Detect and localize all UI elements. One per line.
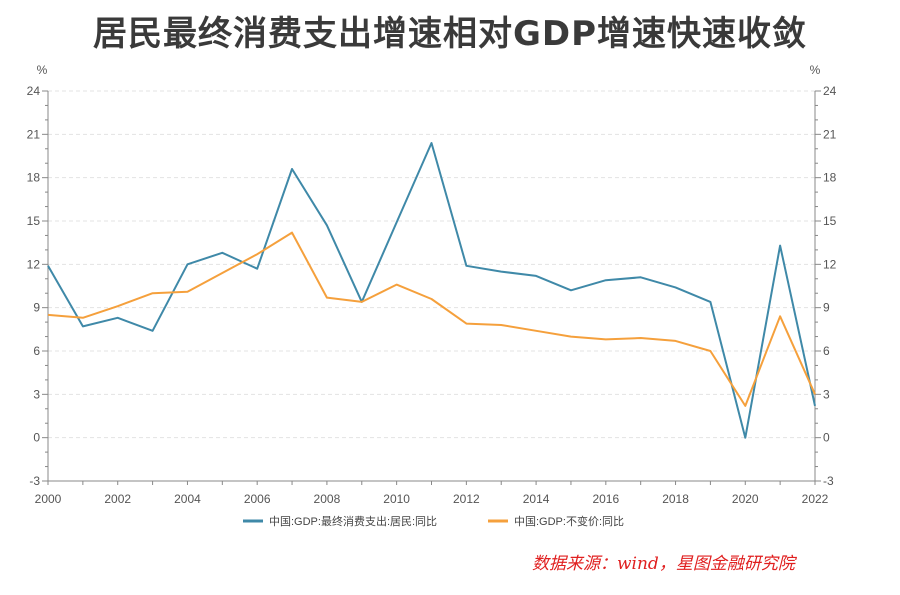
y-tick-label-left: 24 — [27, 84, 41, 98]
y-tick-label-left: -3 — [29, 474, 40, 488]
x-tick-label: 2008 — [314, 492, 341, 506]
x-tick-label: 2018 — [662, 492, 689, 506]
data-point — [431, 142, 433, 144]
data-point — [152, 330, 154, 332]
y-tick-label-right: 21 — [823, 127, 837, 141]
chart-title: 居民最终消费支出增速相对GDP增速快速收敛 — [92, 14, 808, 54]
y-tick-label-left: 6 — [33, 344, 40, 358]
x-tick-label: 2016 — [592, 492, 619, 506]
data-point — [152, 292, 154, 294]
y-tick-label-right: 18 — [823, 171, 837, 185]
y-tick-label-right: 12 — [823, 257, 837, 271]
y-tick-label-right: -3 — [823, 474, 834, 488]
data-point — [779, 315, 781, 317]
data-point — [814, 405, 816, 407]
x-tick-label: 2012 — [453, 492, 480, 506]
y-tick-label-left: 3 — [33, 387, 40, 401]
data-point — [256, 253, 258, 255]
data-point — [465, 265, 467, 267]
y-tick-label-right: 9 — [823, 301, 830, 315]
data-point — [396, 221, 398, 223]
legend-label-2: 中国:GDP:不变价:同比 — [514, 514, 624, 528]
data-point — [186, 263, 188, 265]
data-point — [47, 314, 49, 316]
data-point — [256, 268, 258, 270]
x-tick-label: 2002 — [104, 492, 131, 506]
y-tick-label-right: 0 — [823, 431, 830, 445]
y-tick-label-left: 15 — [27, 214, 41, 228]
y-tick-label-right: 24 — [823, 84, 837, 98]
data-point — [117, 305, 119, 307]
y-tick-label-left: 18 — [27, 171, 41, 185]
y-unit-right: % — [810, 63, 821, 77]
y-tick-label-right: 3 — [823, 387, 830, 401]
source-note: 数据来源：wind，星图金融研究院 — [532, 554, 795, 574]
data-point — [779, 245, 781, 247]
y-unit-left: % — [37, 63, 48, 77]
data-point — [431, 298, 433, 300]
legend: 中国:GDP:最终消费支出:居民:同比 中国:GDP:不变价:同比 — [243, 514, 624, 528]
data-point — [291, 168, 293, 170]
series-line-2 — [47, 231, 816, 407]
data-point — [82, 325, 84, 327]
x-tick-label: 2004 — [174, 492, 201, 506]
data-point — [186, 291, 188, 293]
series-lines — [47, 142, 816, 439]
x-tick-label: 2006 — [244, 492, 271, 506]
data-point — [117, 317, 119, 319]
data-point — [605, 279, 607, 281]
series-line-1 — [47, 142, 816, 439]
legend-label-1: 中国:GDP:最终消费支出:居民:同比 — [269, 514, 437, 528]
y-tick-label-left: 9 — [33, 301, 40, 315]
data-point — [361, 301, 363, 303]
data-point — [535, 275, 537, 277]
data-point — [326, 297, 328, 299]
grid-lines — [48, 90, 815, 439]
y-tick-label-right: 6 — [823, 344, 830, 358]
axes: -3 -3 0 0 3 3 6 6 9 9 12 12 15 15 18 18 21 21 24 24% % 2000 20… — [27, 63, 837, 506]
data-point — [675, 340, 677, 342]
data-point — [744, 405, 746, 407]
data-point — [570, 336, 572, 338]
data-point — [640, 276, 642, 278]
x-tick-label: 2022 — [802, 492, 829, 506]
data-point — [675, 286, 677, 288]
data-point — [47, 265, 49, 267]
data-point — [570, 289, 572, 291]
data-point — [82, 317, 84, 319]
y-tick-label-left: 12 — [27, 257, 41, 271]
data-point — [535, 330, 537, 332]
data-point — [640, 337, 642, 339]
data-point — [221, 272, 223, 274]
data-point — [709, 350, 711, 352]
data-point — [605, 338, 607, 340]
x-tick-label: 2000 — [35, 492, 62, 506]
y-tick-label-left: 21 — [27, 127, 41, 141]
data-point — [744, 437, 746, 439]
data-point — [396, 284, 398, 286]
x-tick-label: 2010 — [383, 492, 410, 506]
data-point — [326, 224, 328, 226]
x-tick-label: 2020 — [732, 492, 759, 506]
data-point — [500, 324, 502, 326]
y-tick-label-right: 15 — [823, 214, 837, 228]
data-point — [221, 252, 223, 254]
y-tick-label-left: 0 — [33, 431, 40, 445]
data-point — [291, 232, 293, 234]
x-tick-label: 2014 — [523, 492, 550, 506]
data-point — [709, 301, 711, 303]
data-point — [814, 393, 816, 395]
data-point — [500, 271, 502, 273]
data-point — [465, 323, 467, 325]
